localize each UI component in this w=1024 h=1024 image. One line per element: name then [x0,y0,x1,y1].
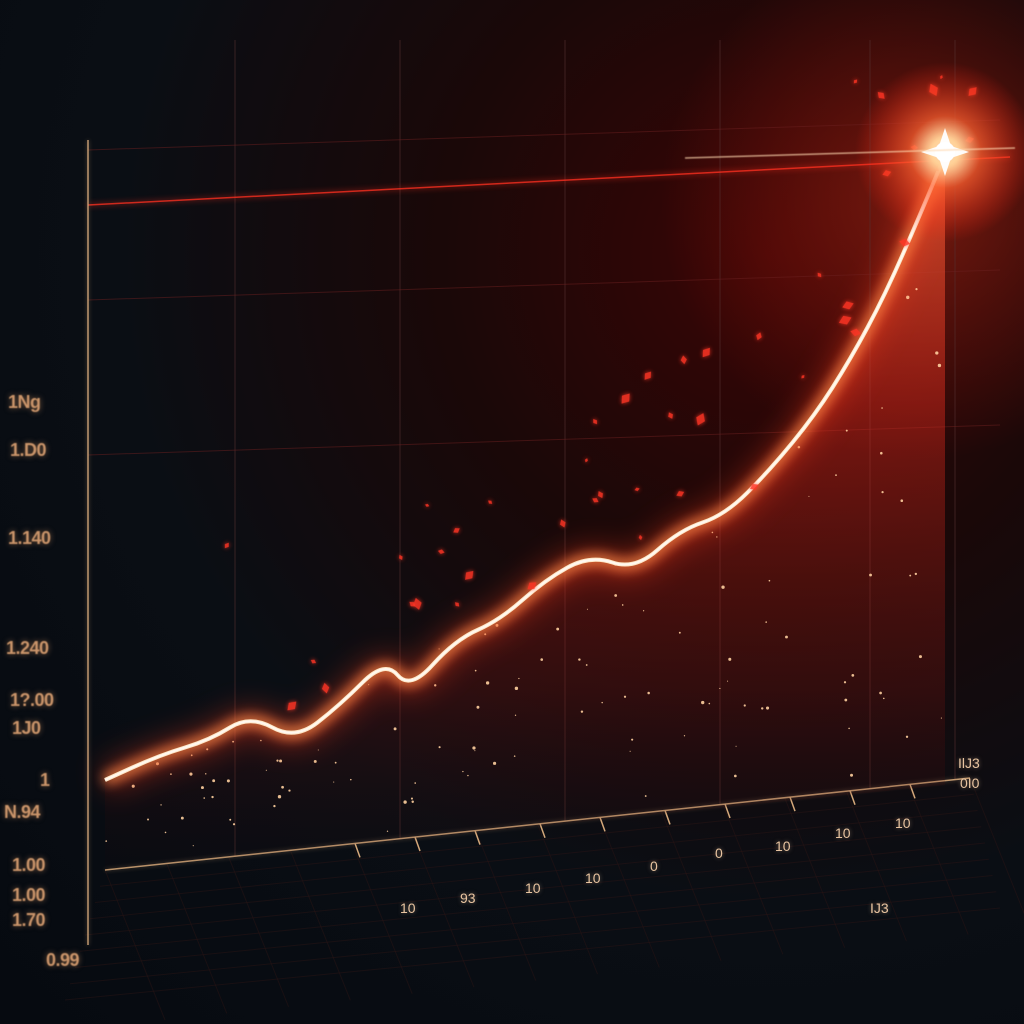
x-tick-label: 10 [400,900,416,916]
x-tick-label: 0 [650,858,658,874]
x-tick-label: IlJ3 [958,755,980,771]
y-tick-label: 1?.00 [10,690,54,711]
x-tick-label: 0I0 [960,775,979,791]
x-tick-label: 0 [715,845,723,861]
x-tick-label: 10 [525,880,541,896]
y-tick-label: 0.99 [46,950,79,971]
y-tick-label: 1.D0 [10,440,46,461]
y-tick-label: 1.70 [12,910,45,931]
y-tick-label: 1 [40,770,50,791]
y-tick-label: 1J0 [12,718,41,739]
x-tick-label: 10 [775,838,791,854]
x-tick-label: 93 [460,890,476,906]
x-tick-label: 10 [895,815,911,831]
growth-chart: 1Ng 1.D0 1.140 1.240 1?.00 1J0 1N.94 1.00 1.00 1.… [0,0,1024,1024]
y-tick-label: 1.00 [12,885,45,906]
x-tick-label: IJ3 [870,900,889,916]
y-tick-label: 1Ng [8,392,41,413]
chart-canvas [0,0,1024,1024]
y-tick-label: N.94 [4,802,40,823]
y-tick-label: 1.140 [8,528,51,549]
y-tick-label: 1.00 [12,855,45,876]
x-tick-label: 10 [835,825,851,841]
x-tick-label: 10 [585,870,601,886]
y-tick-label: 1.240 [6,638,49,659]
